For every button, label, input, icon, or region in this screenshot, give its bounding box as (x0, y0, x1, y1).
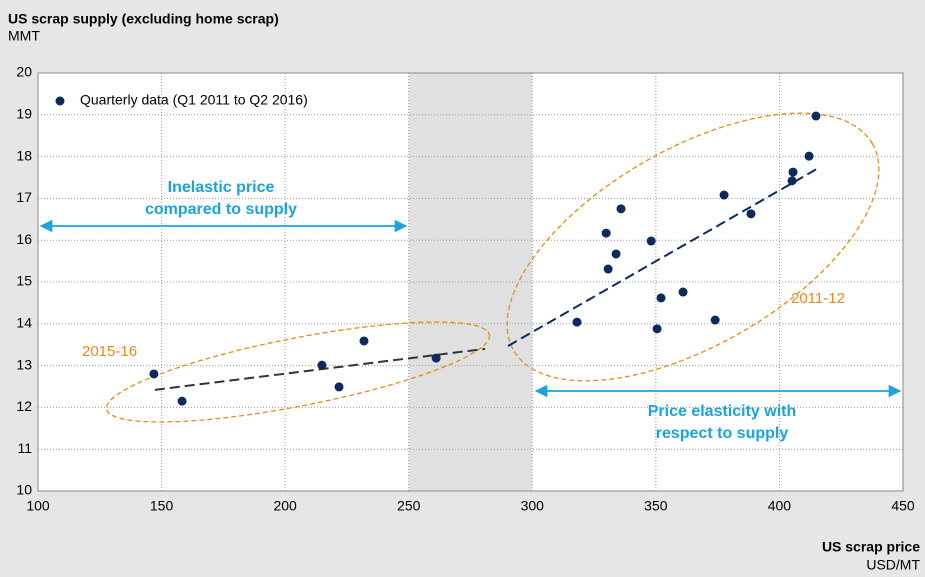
legend-marker (55, 96, 65, 106)
data-point (603, 264, 613, 274)
y-tick-label: 15 (16, 273, 32, 289)
data-point (719, 190, 729, 200)
data-point (431, 353, 441, 363)
chart-title: US scrap supply (excluding home scrap) (8, 11, 279, 27)
x-axis-unit: USD/MT (866, 557, 920, 573)
data-point (811, 111, 821, 121)
data-point (787, 176, 797, 186)
ellipse-2011-12 (506, 112, 880, 382)
data-point (678, 287, 688, 297)
y-tick-label: 18 (16, 147, 32, 163)
data-point (572, 317, 582, 327)
y-tick-label: 20 (16, 64, 32, 80)
y-tick-label: 17 (16, 189, 32, 205)
trend-line (154, 347, 486, 391)
legend-label: Quarterly data (Q1 2011 to Q2 2016) (80, 92, 308, 108)
data-point (710, 315, 720, 325)
annotation: compared to supply (145, 201, 297, 218)
plot-border (37, 72, 904, 492)
data-point (149, 369, 159, 379)
data-point (177, 396, 187, 406)
data-point (611, 249, 621, 259)
data-point (601, 228, 611, 238)
annotation: Inelastic price (168, 179, 275, 196)
x-tick-label: 200 (273, 498, 297, 514)
annotation: Price elasticity with (648, 403, 797, 420)
y-tick-label: 14 (16, 315, 32, 331)
data-point (746, 209, 756, 219)
annotation: 2015-16 (82, 343, 137, 360)
x-tick-label: 100 (26, 498, 50, 514)
x-tick-label: 250 (397, 498, 421, 514)
y-tick-label: 19 (16, 106, 32, 122)
ellipse-2015-16 (105, 321, 491, 423)
data-point (646, 236, 656, 246)
x-tick-label: 350 (644, 498, 668, 514)
y-tick-label: 12 (16, 398, 32, 414)
data-point (334, 382, 344, 392)
annotation: respect to supply (656, 425, 789, 442)
data-point (317, 360, 327, 370)
x-tick-label: 450 (891, 498, 915, 514)
data-point (804, 151, 814, 161)
x-axis-label: US scrap price (822, 539, 920, 555)
x-tick-label: 300 (521, 498, 545, 514)
annotation: 2011-12 (791, 290, 845, 307)
data-point (616, 204, 626, 214)
data-point (652, 324, 662, 334)
y-tick-label: 10 (16, 482, 32, 498)
data-point (359, 336, 369, 346)
y-tick-label: 13 (16, 356, 32, 372)
y-tick-label: 16 (16, 231, 32, 247)
data-point (656, 293, 666, 303)
data-point (788, 167, 798, 177)
y-axis-unit: MMT (8, 28, 40, 44)
x-tick-label: 400 (768, 498, 792, 514)
x-tick-label: 150 (150, 498, 174, 514)
y-tick-label: 11 (17, 440, 32, 456)
